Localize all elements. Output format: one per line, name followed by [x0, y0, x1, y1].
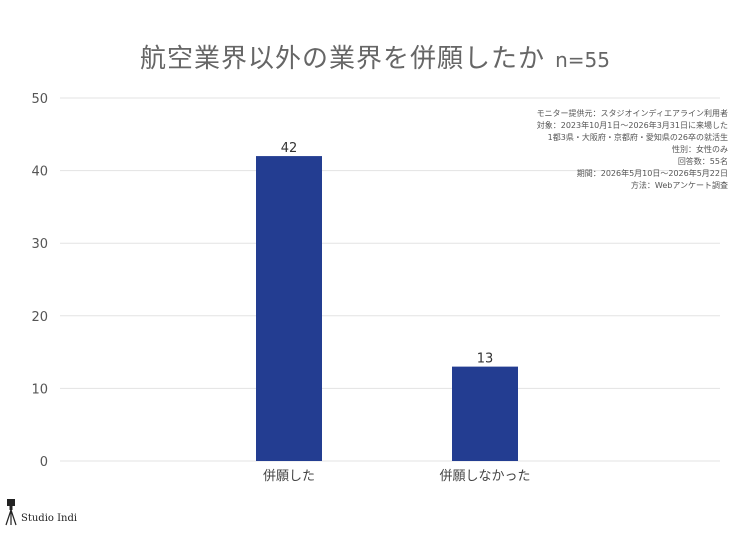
y-tick-label: 30	[31, 237, 48, 252]
meta-line: 1都3県・大阪府・京都府・愛知県の26卒の就活生	[547, 133, 728, 142]
meta-line: 対象：2023年10月1日〜2026年3月31日に来場した	[536, 121, 728, 130]
y-tick-label: 20	[31, 310, 48, 325]
x-tick-label: 併願した	[263, 469, 315, 484]
x-tick-labels: 併願した 併願しなかった	[263, 469, 531, 484]
x-tick-label: 併願しなかった	[439, 469, 530, 484]
y-tick-label: 0	[40, 455, 48, 470]
bars	[256, 156, 518, 461]
y-tick-labels: 0 10 20 30 40 50	[31, 92, 48, 470]
studio-indi-logo: Studio Indi	[4, 498, 77, 526]
y-tick-label: 40	[31, 165, 48, 180]
chart-title: 航空業界以外の業界を併願したか	[140, 44, 546, 74]
y-tick-label: 50	[31, 92, 48, 107]
bar	[452, 366, 518, 461]
logo-text: Studio Indi	[21, 513, 78, 524]
y-tick-label: 10	[31, 382, 48, 397]
meta-line: 方法：Webアンケート調査	[630, 181, 728, 190]
meta-line: モニター提供元：スタジオインディエアライン利用者	[536, 109, 728, 118]
bar	[256, 156, 322, 461]
meta-line: 回答数：55名	[677, 157, 728, 166]
chart-title-row: 航空業界以外の業界を併願したか n=55	[0, 38, 750, 75]
data-label: 13	[477, 352, 494, 367]
meta-line: 性別：女性のみ	[672, 145, 728, 154]
meta-line: 期間：2026年5月10日〜2026年5月22日	[576, 169, 728, 178]
data-label: 42	[281, 141, 298, 156]
sample-size-label: n=55	[555, 48, 610, 72]
camera-tripod-icon	[5, 499, 17, 526]
survey-metadata: モニター提供元：スタジオインディエアライン利用者 対象：2023年10月1日〜2…	[537, 108, 728, 192]
data-labels: 42 13	[281, 141, 494, 367]
gridlines	[60, 97, 720, 462]
